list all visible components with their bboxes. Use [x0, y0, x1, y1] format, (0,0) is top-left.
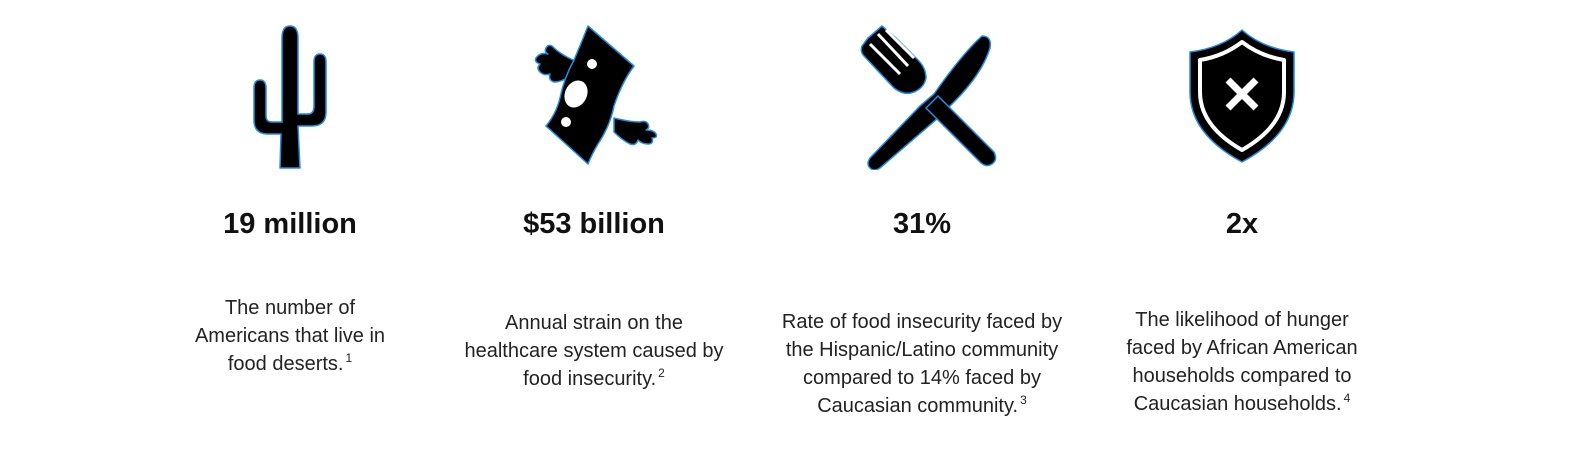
footnote-marker: 1	[345, 351, 353, 366]
stat-description-text: Rate of food insecurity faced by the His…	[781, 311, 1063, 417]
footnote-marker: 4	[1343, 391, 1351, 406]
fork-knife-icon	[842, 22, 1002, 170]
stat-description-text: The number of Americans that live in foo…	[194, 297, 386, 375]
stat-figure: 31%	[892, 208, 952, 240]
stat-description: The likelihood of hunger faced by Africa…	[1112, 306, 1372, 418]
stat-item: $53 billion Annual strain on the healthc…	[444, 0, 744, 461]
stat-description: Rate of food insecurity faced by the His…	[772, 308, 1072, 420]
footnote-marker: 3	[1020, 393, 1027, 408]
stat-item: 2x The likelihood of hunger faced by Afr…	[1092, 0, 1392, 461]
stat-item: 31% Rate of food insecurity faced by the…	[772, 0, 1072, 461]
footnote-marker: 2	[658, 366, 665, 381]
stat-figure: 19 million	[223, 208, 357, 240]
stat-description-text: The likelihood of hunger faced by Africa…	[1126, 309, 1358, 415]
stat-figure: 2x	[1225, 208, 1259, 240]
cactus-icon	[210, 22, 370, 170]
stat-item: 19 million The number of Americans that …	[140, 0, 440, 461]
stat-description-text: Annual strain on the healthcare system c…	[464, 312, 724, 390]
stat-description: Annual strain on the healthcare system c…	[464, 309, 724, 393]
flying-money-icon	[514, 22, 674, 170]
stat-figure: $53 billion	[523, 208, 665, 240]
shield-x-icon	[1162, 22, 1322, 170]
stat-description: The number of Americans that live in foo…	[190, 294, 390, 378]
